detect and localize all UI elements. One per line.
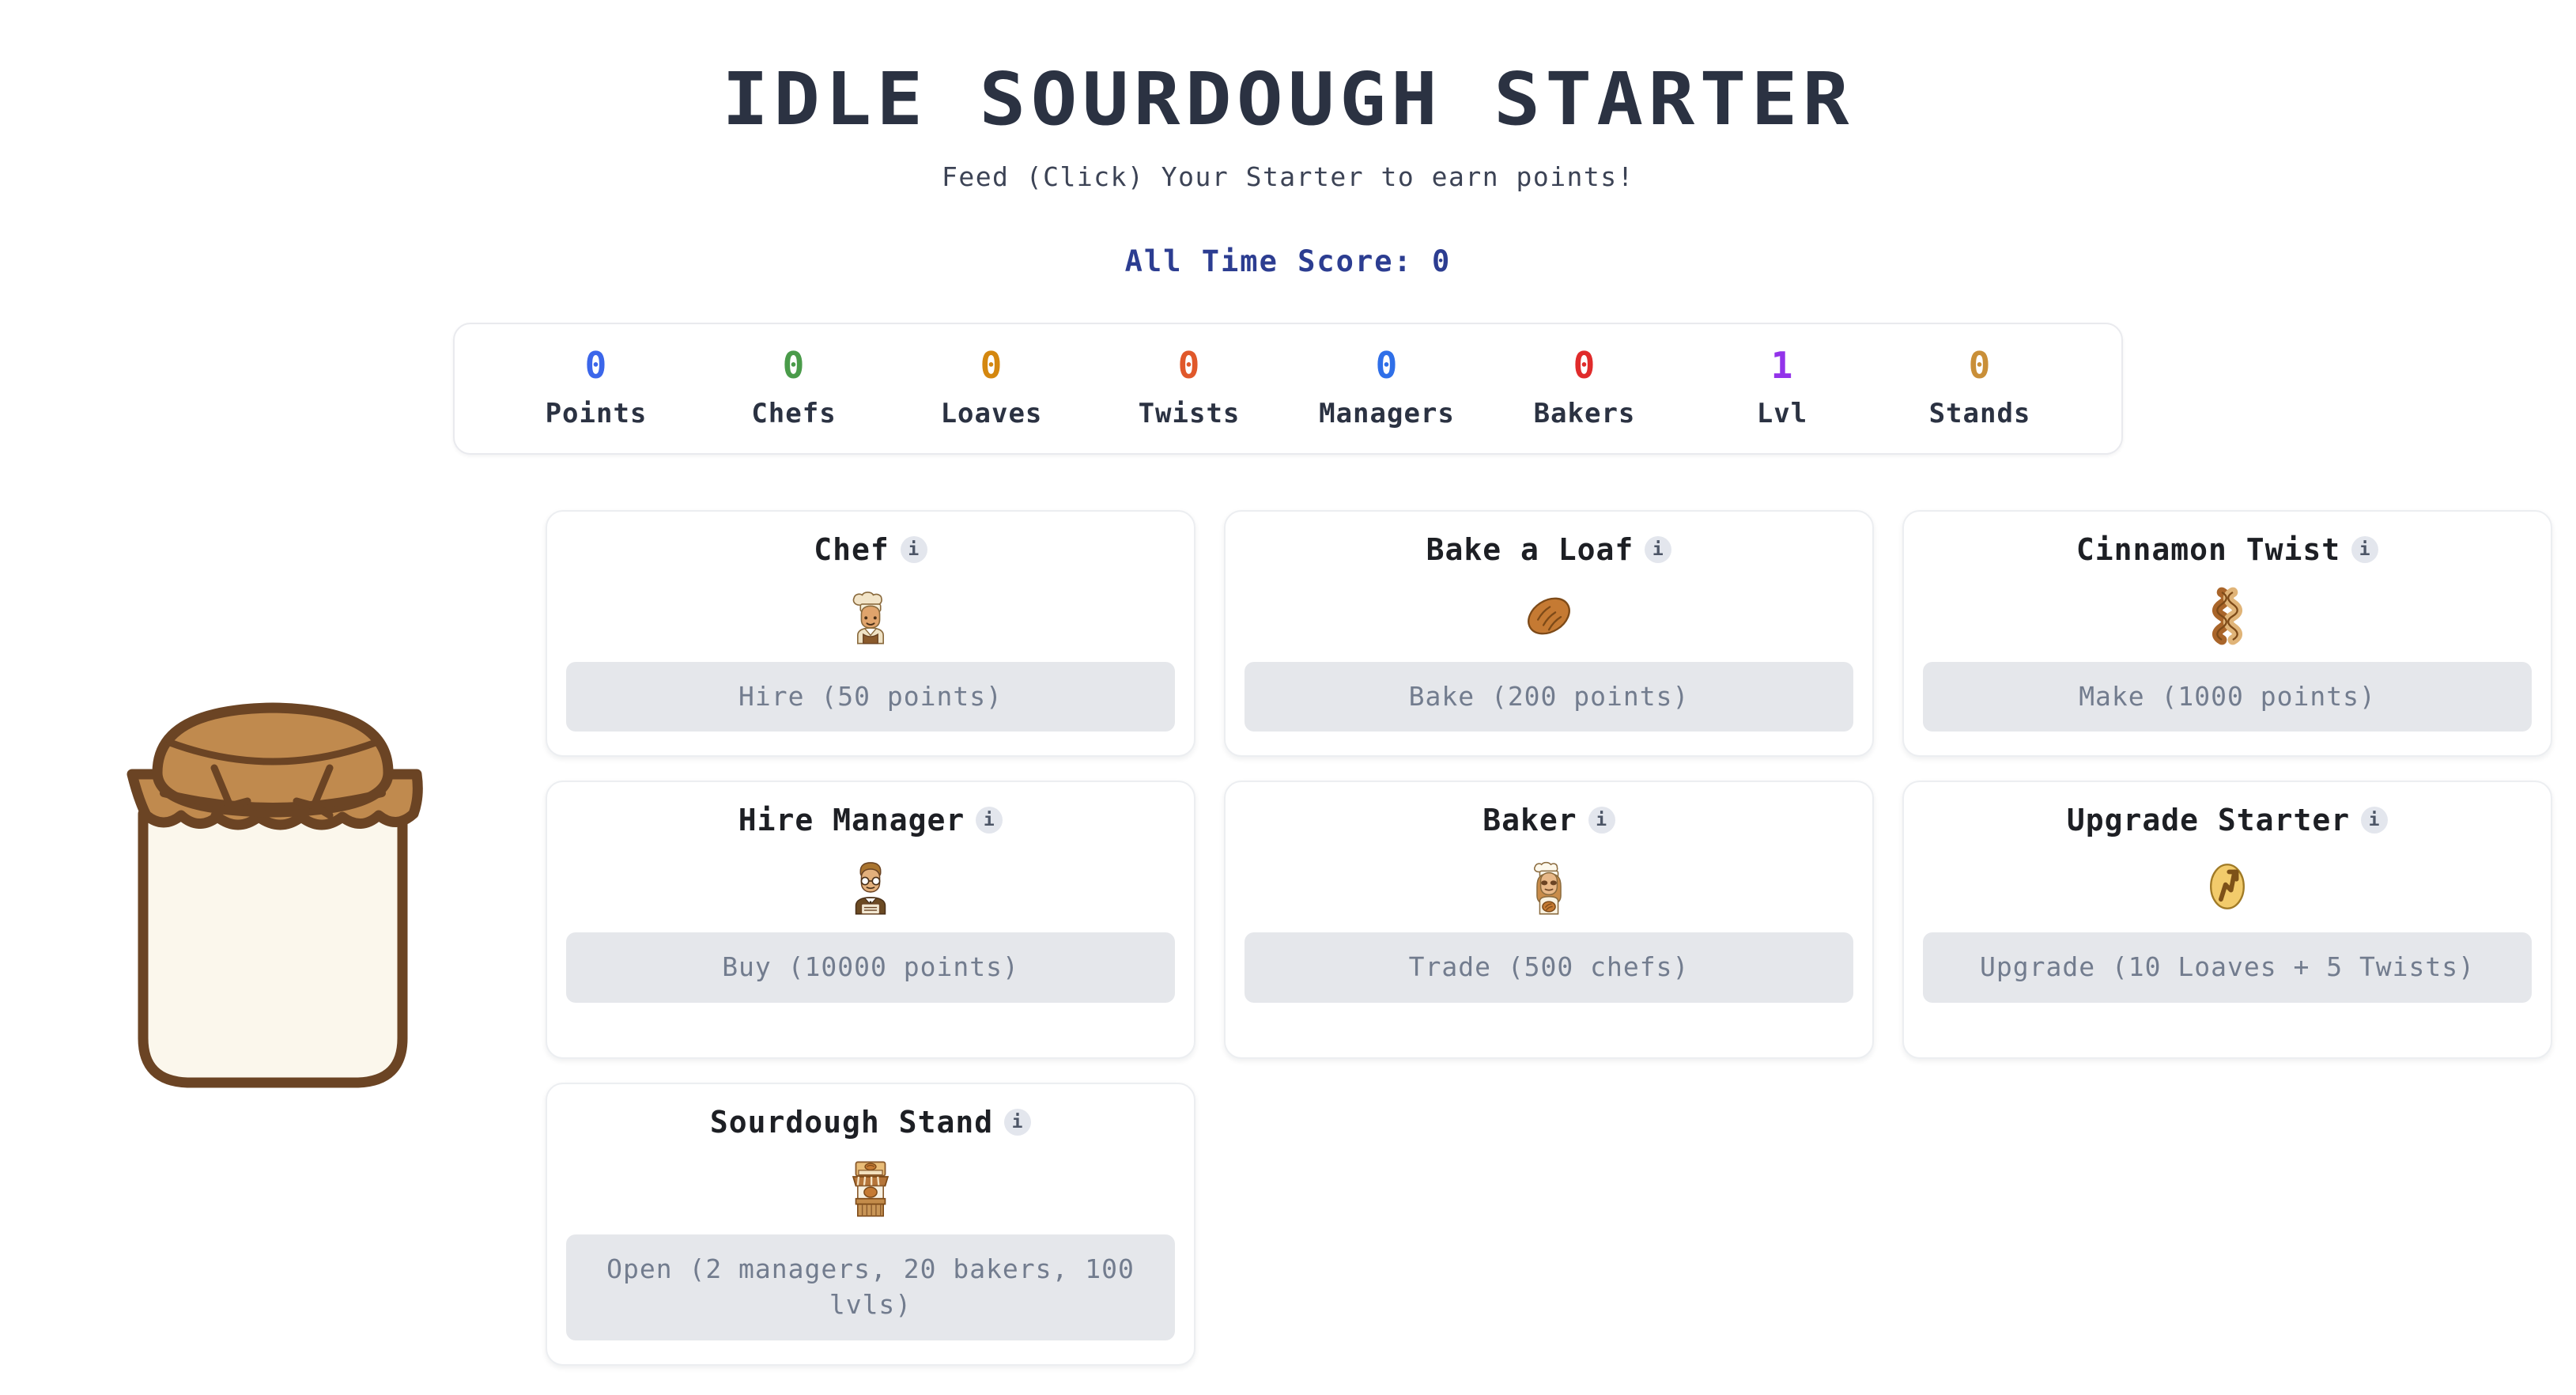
stat-label: Points bbox=[545, 397, 648, 429]
upgrade-button-hire-manager[interactable]: Buy (10000 points) bbox=[566, 932, 1175, 1004]
stat-label: Lvl bbox=[1756, 397, 1808, 429]
upgrade-card-cinnamon-twist: Cinnamon Twist i Make (1000 points) bbox=[1902, 509, 2552, 758]
stat-loaves: 0 Loaves bbox=[893, 343, 1090, 429]
card-title: Chef bbox=[814, 531, 890, 567]
main-area: Chef i Hire (50 points) Bake a Loaf i Ba… bbox=[0, 499, 2576, 1367]
info-icon[interactable]: i bbox=[1645, 535, 1672, 563]
card-title-row: Chef i bbox=[814, 532, 927, 567]
card-title: Upgrade Starter bbox=[2066, 803, 2351, 838]
card-title-row: Upgrade Starter i bbox=[2066, 803, 2389, 838]
stat-label: Chefs bbox=[751, 397, 837, 429]
cinnamon-twist-emoji bbox=[2198, 586, 2257, 646]
stat-chefs: 0 Chefs bbox=[695, 343, 893, 429]
upgrade-grid: Chef i Hire (50 points) Bake a Loaf i Ba… bbox=[546, 499, 2552, 1367]
stat-value: 0 bbox=[1968, 343, 1992, 387]
bread-loaf-emoji bbox=[1520, 586, 1578, 646]
upgrade-card-bake-a-loaf: Bake a Loaf i Bake (200 points) bbox=[1224, 509, 1874, 758]
office-manager-emoji bbox=[841, 856, 900, 917]
page-subtitle: Feed (Click) Your Starter to earn points… bbox=[941, 161, 1635, 192]
stat-points: 0 Points bbox=[497, 343, 695, 429]
all-time-score: All Time Score: 0 bbox=[1124, 244, 1452, 278]
stat-label: Bakers bbox=[1533, 397, 1636, 429]
card-title: Hire Manager bbox=[738, 803, 965, 838]
sourdough-starter-jar[interactable] bbox=[115, 681, 431, 1100]
jar-twine-knot-right bbox=[293, 764, 334, 819]
upgrade-button-upgrade-starter[interactable]: Upgrade (10 Loaves + 5 Twists) bbox=[1923, 932, 2532, 1004]
info-icon[interactable]: i bbox=[1004, 1109, 1032, 1136]
jar-body bbox=[138, 808, 408, 1088]
stat-lvl: 1 Lvl bbox=[1683, 343, 1881, 429]
upgrade-card-sourdough-stand: Sourdough Stand i Open (2 managers, 20 b… bbox=[546, 1083, 1195, 1367]
jar-twine-knot-left bbox=[210, 764, 251, 819]
card-title-row: Cinnamon Twist i bbox=[2076, 531, 2379, 567]
stat-stands: 0 Stands bbox=[1881, 343, 2079, 429]
card-title: Cinnamon Twist bbox=[2076, 531, 2341, 567]
market-stall-emoji bbox=[841, 1159, 900, 1219]
upgrade-button-baker[interactable]: Trade (500 chefs) bbox=[1245, 932, 1853, 1004]
stats-bar-wrap: 0 Points 0 Chefs 0 Loaves 0 Twists 0 Manager… bbox=[0, 322, 2576, 455]
page-title: IDLE SOURDOUGH STARTER bbox=[722, 57, 1854, 142]
stat-twists: 0 Twists bbox=[1090, 343, 1288, 429]
stat-value: 0 bbox=[1573, 343, 1596, 387]
starter-column bbox=[0, 499, 546, 1100]
upgrade-card-upgrade-starter: Upgrade Starter i Upgrade (10 Loaves + 5… bbox=[1902, 781, 2552, 1060]
card-title: Sourdough Stand bbox=[709, 1105, 994, 1140]
card-title-row: Bake a Loaf i bbox=[1426, 532, 1672, 567]
card-title-row: Baker i bbox=[1483, 803, 1615, 837]
woman-baker-emoji bbox=[1520, 856, 1578, 917]
stat-value: 0 bbox=[782, 343, 806, 387]
upgrade-button-bake-a-loaf[interactable]: Bake (200 points) bbox=[1245, 661, 1853, 732]
stat-value: 0 bbox=[1375, 343, 1399, 387]
upgrade-button-chef[interactable]: Hire (50 points) bbox=[566, 661, 1175, 732]
stat-value: 1 bbox=[1770, 343, 1794, 387]
card-title: Baker bbox=[1483, 803, 1577, 838]
card-title: Bake a Loaf bbox=[1426, 531, 1634, 567]
info-icon[interactable]: i bbox=[900, 535, 927, 563]
stat-bakers: 0 Bakers bbox=[1486, 343, 1683, 429]
upgrade-card-hire-manager: Hire Manager i Buy (10000 points) bbox=[546, 781, 1195, 1060]
info-icon[interactable]: i bbox=[1588, 807, 1615, 834]
card-title-row: Hire Manager i bbox=[738, 803, 1003, 837]
upgrade-button-sourdough-stand[interactable]: Open (2 managers, 20 bakers, 100 lvls) bbox=[566, 1234, 1175, 1341]
upgrade-button-cinnamon-twist[interactable]: Make (1000 points) bbox=[1923, 661, 2532, 732]
page-header: IDLE SOURDOUGH STARTER Feed (Click) Your… bbox=[0, 0, 2576, 278]
stat-label: Loaves bbox=[940, 397, 1043, 429]
upgrade-arrow-emoji bbox=[2198, 856, 2257, 917]
stat-label: Managers bbox=[1319, 397, 1455, 429]
stats-panel: 0 Points 0 Chefs 0 Loaves 0 Twists 0 Manager… bbox=[453, 322, 2123, 455]
stat-value: 0 bbox=[1177, 343, 1201, 387]
card-title-row: Sourdough Stand i bbox=[709, 1105, 1032, 1140]
jar-rim-line bbox=[166, 739, 380, 765]
upgrade-card-baker: Baker i Trade (500 chefs) bbox=[1224, 781, 1874, 1060]
info-icon[interactable]: i bbox=[976, 807, 1003, 834]
stat-label: Stands bbox=[1928, 397, 2031, 429]
stat-label: Twists bbox=[1138, 397, 1241, 429]
upgrade-card-chef: Chef i Hire (50 points) bbox=[546, 509, 1195, 758]
jar-twine-band bbox=[160, 788, 386, 811]
chef-emoji bbox=[841, 586, 900, 646]
info-icon[interactable]: i bbox=[2351, 535, 2379, 563]
stat-managers: 0 Managers bbox=[1288, 343, 1486, 429]
stat-value: 0 bbox=[584, 343, 608, 387]
stat-value: 0 bbox=[980, 343, 1003, 387]
info-icon[interactable]: i bbox=[2361, 807, 2389, 834]
